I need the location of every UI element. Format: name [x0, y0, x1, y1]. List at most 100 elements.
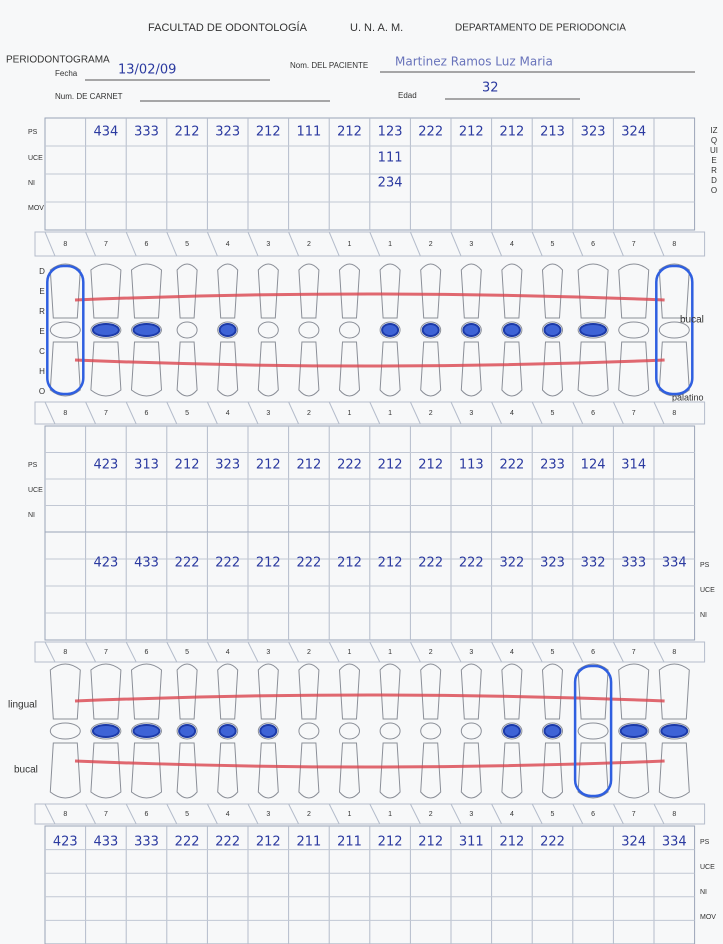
faculty: FACULTAD DE ODONTOLOGÍA	[148, 21, 308, 34]
probing-value: 333	[134, 125, 159, 140]
tooth-outline	[543, 264, 563, 318]
tooth-number: 8	[63, 649, 67, 656]
strip-divider	[654, 232, 664, 256]
probing-value: 433	[134, 556, 159, 571]
tooth-number: 4	[510, 649, 514, 656]
probing-value: 222	[459, 556, 484, 571]
restoration	[504, 725, 520, 737]
tooth-number: 5	[551, 241, 555, 248]
probing-value: 222	[175, 835, 200, 850]
tooth-outline	[258, 264, 278, 318]
probing-value: 323	[215, 458, 240, 473]
tooth-outline	[619, 743, 649, 798]
probing-value: 222	[296, 556, 321, 571]
tooth-number: 3	[266, 811, 270, 818]
tooth-number: 1	[388, 811, 392, 818]
tooth-outline	[619, 342, 649, 396]
periodontogram-page: FACULTAD DE ODONTOLOGÍA U. N. A. M. DEPA…	[0, 0, 723, 944]
tooth-number: 2	[307, 241, 311, 248]
restoration	[93, 725, 119, 737]
tooth-number-strip	[35, 804, 705, 824]
tooth-outline	[659, 743, 689, 798]
tooth-outline	[258, 743, 278, 798]
crown-occlusal	[380, 723, 400, 739]
probing-value: 212	[175, 458, 200, 473]
tooth-outline	[299, 743, 319, 798]
probing-value: 212	[256, 125, 281, 140]
strip-divider	[207, 232, 217, 256]
tooth-number: 7	[104, 241, 108, 248]
tooth-number: 7	[104, 649, 108, 656]
restoration	[93, 324, 119, 336]
strip-divider	[126, 804, 136, 824]
row-label: PS	[700, 839, 710, 846]
restoration	[423, 324, 439, 336]
probing-value: 212	[499, 835, 524, 850]
tooth-number: 7	[632, 410, 636, 417]
probing-value: 222	[175, 556, 200, 571]
tooth-number: 8	[672, 811, 676, 818]
probing-value: 313	[134, 458, 159, 473]
probing-value: 222	[215, 556, 240, 571]
probing-value: 211	[296, 835, 321, 850]
tooth-outline	[502, 664, 522, 719]
tooth-outline	[380, 743, 400, 798]
row-label: MOV	[28, 205, 44, 212]
strip-divider	[410, 232, 420, 256]
tooth-number: 1	[348, 410, 352, 417]
strip-divider	[613, 402, 623, 424]
card-label: Num. DE CARNET	[55, 92, 123, 101]
crown-occlusal	[177, 322, 197, 338]
tooth-number: 8	[63, 410, 67, 417]
strip-divider	[167, 642, 177, 662]
probing-value: 212	[296, 458, 321, 473]
row-label: UCE	[700, 864, 715, 871]
tooth-number: 8	[672, 241, 676, 248]
tooth-number: 4	[226, 410, 230, 417]
probing-value: 323	[215, 125, 240, 140]
tooth-number: 7	[632, 241, 636, 248]
strip-divider	[86, 642, 96, 662]
restoration	[220, 725, 236, 737]
probing-value: 212	[378, 835, 403, 850]
tooth-outline	[50, 743, 80, 798]
surface-label: bucal	[680, 315, 704, 326]
strip-divider	[370, 642, 380, 662]
department: DEPARTAMENTO DE PERIODONCIA	[455, 23, 626, 34]
tooth-number: 8	[63, 241, 67, 248]
strip-divider	[167, 804, 177, 824]
strip-divider	[451, 402, 461, 424]
tooth-outline	[299, 664, 319, 719]
tooth-number: 6	[591, 241, 595, 248]
crown-occlusal	[619, 322, 649, 338]
strip-divider	[207, 642, 217, 662]
tooth-outline	[50, 342, 80, 396]
probing-value: 124	[581, 458, 606, 473]
probing-value: 212	[378, 556, 403, 571]
crown-occlusal	[299, 322, 319, 338]
tooth-outline	[91, 743, 121, 798]
probing-value: 212	[337, 556, 362, 571]
row-label: PS	[28, 129, 38, 136]
restoration	[134, 324, 160, 336]
tooth-outline	[50, 264, 80, 318]
missing-tooth-mark	[575, 666, 611, 796]
tooth-number: 6	[591, 811, 595, 818]
probing-value: 113	[459, 458, 484, 473]
tooth-number: 4	[226, 241, 230, 248]
probing-value: 234	[378, 176, 403, 191]
tooth-outline	[380, 264, 400, 318]
strip-divider	[451, 642, 461, 662]
tooth-outline	[421, 342, 441, 396]
tooth-outline	[340, 342, 360, 396]
tooth-number: 1	[388, 649, 392, 656]
tooth-number: 5	[551, 811, 555, 818]
probing-value: 212	[256, 458, 281, 473]
tooth-outline	[502, 264, 522, 318]
tooth-number: 5	[551, 649, 555, 656]
tooth-outline	[578, 342, 608, 396]
tooth-number: 1	[348, 811, 352, 818]
tooth-outline	[177, 743, 197, 798]
strip-divider	[410, 642, 420, 662]
probing-value: 324	[621, 835, 646, 850]
